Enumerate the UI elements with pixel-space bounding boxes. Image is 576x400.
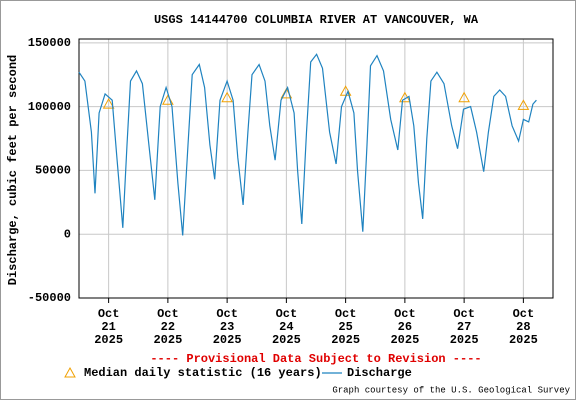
median-marker [221,91,233,103]
x-tick-label: Oct 21 2025 [94,307,123,347]
median-marker [102,98,115,109]
x-tick-label: Oct 22 2025 [153,307,182,347]
x-tick-label: Oct 26 2025 [390,307,419,347]
y-tick-label: 0 [64,227,71,241]
x-tick-label: Oct 24 2025 [272,307,301,347]
legend-label: Median daily statistic (16 years) [84,366,322,380]
x-tick-label: Oct 28 2025 [509,307,538,347]
x-tick-label: Oct 27 2025 [450,307,479,347]
y-tick-label: 50000 [35,164,71,178]
provisional-note: ---- Provisional Data Subject to Revisio… [150,352,481,366]
median-marker [517,99,530,110]
credit: Graph courtesy of the U.S. Geological Su… [332,385,570,395]
y-tick-label: -50000 [28,291,71,305]
plot-area [79,39,553,298]
median-marker [458,91,470,103]
plot-frame [78,38,554,299]
y-tick-label: 100000 [28,100,71,114]
legend-label: Discharge [347,366,412,380]
legend-marker [64,366,76,378]
y-axis-label: Discharge, cubic feet per second [6,55,20,285]
chart-title: USGS 14144700 COLUMBIA RIVER AT VANCOUVE… [154,13,479,27]
x-tick-label: Oct 25 2025 [331,307,360,347]
x-tick-label: Oct 23 2025 [213,307,242,347]
y-tick-label: 150000 [28,36,71,50]
discharge-line [78,53,537,236]
